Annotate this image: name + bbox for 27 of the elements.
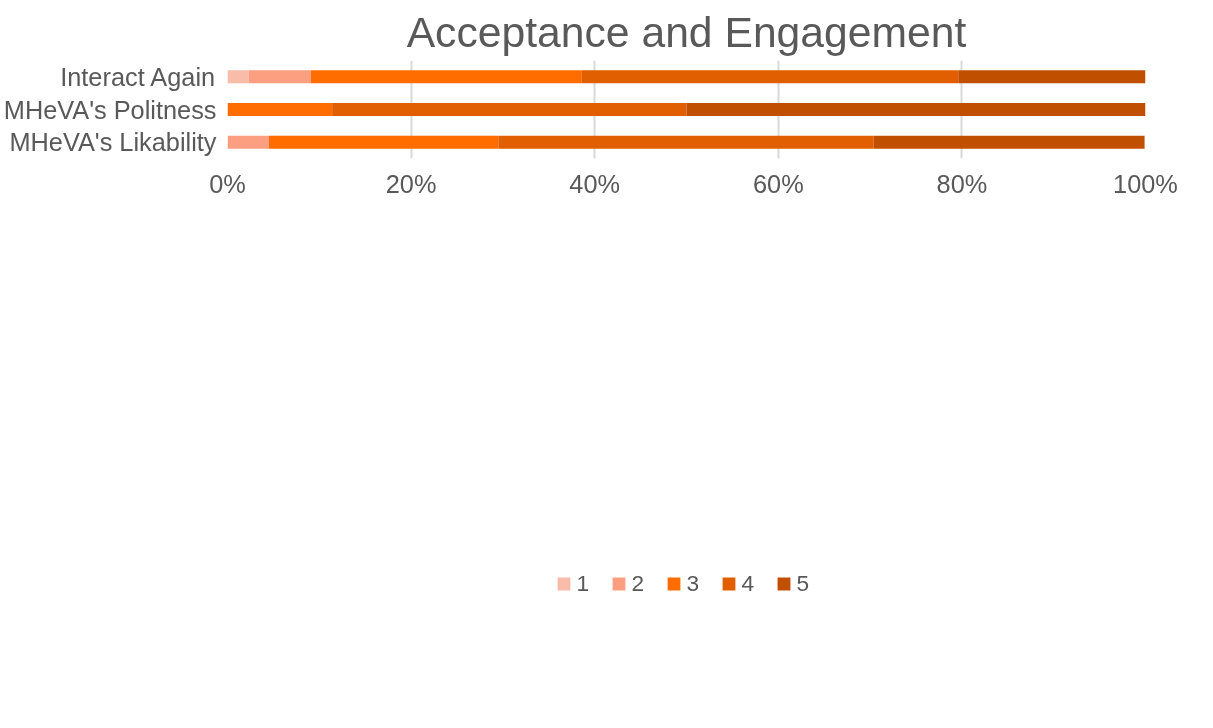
x-tick-label: 80% xyxy=(936,169,988,198)
x-tick-label: 100% xyxy=(1113,169,1178,198)
bar xyxy=(227,70,249,84)
bar xyxy=(686,102,1146,117)
y-tick-label: MHeVA's Likability xyxy=(9,128,217,157)
x-tick-label: 40% xyxy=(569,169,621,198)
bar xyxy=(268,135,499,149)
x-tick-label: 0% xyxy=(209,169,246,198)
legend-label: 5 xyxy=(796,569,811,597)
bar xyxy=(227,102,333,117)
legend-label: 1 xyxy=(576,569,591,597)
bar xyxy=(248,70,312,84)
y-tick-label: Interact Again xyxy=(60,62,216,91)
legend-label: 2 xyxy=(631,569,646,597)
bar xyxy=(873,135,1145,149)
chart-title: Acceptance and Engagement xyxy=(406,7,967,56)
y-tick-label: MHeVA's Politness xyxy=(3,95,217,124)
bar xyxy=(958,70,1146,84)
bar xyxy=(311,70,582,84)
x-tick-label: 60% xyxy=(752,169,804,198)
bar xyxy=(498,135,874,149)
legend-label: 4 xyxy=(741,569,756,597)
bar xyxy=(581,70,959,84)
legend-label: 3 xyxy=(686,569,701,597)
x-tick-label: 20% xyxy=(385,169,437,198)
bar xyxy=(227,135,269,149)
bar xyxy=(332,102,687,117)
